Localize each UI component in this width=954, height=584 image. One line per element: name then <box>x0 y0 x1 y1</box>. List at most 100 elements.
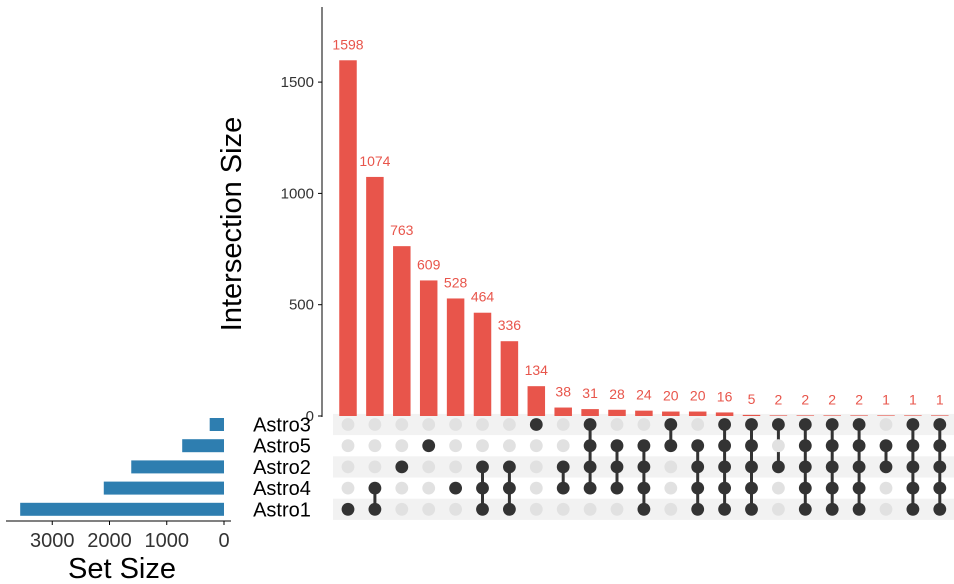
intersection-bar <box>527 386 546 416</box>
intersection-bar <box>877 415 895 416</box>
matrix-dot-active <box>637 502 651 516</box>
matrix-dot-active <box>745 439 758 453</box>
matrix-dot-active <box>825 439 839 453</box>
matrix-dot-active <box>906 481 920 495</box>
set-size-tick-label: 0 <box>218 530 229 552</box>
matrix-dot-active <box>664 439 678 453</box>
matrix-dot-active <box>825 460 839 474</box>
matrix-dot-active <box>852 460 866 474</box>
y-tick-label: 1500 <box>281 74 314 91</box>
matrix-dot-inactive <box>529 481 543 495</box>
matrix-dot-active <box>798 502 812 516</box>
matrix-dot-active <box>852 418 866 431</box>
matrix-dot-inactive <box>772 481 785 495</box>
matrix-dot-active <box>395 460 409 474</box>
matrix-dot-active <box>906 460 920 474</box>
matrix-dot-active <box>718 418 731 431</box>
matrix-dot-inactive <box>529 439 543 453</box>
intersection-bar <box>554 407 572 416</box>
matrix-dot-active <box>745 502 758 516</box>
intersection-bar <box>635 410 653 416</box>
intersection-bar-label: 31 <box>582 385 598 401</box>
matrix-dot-active <box>825 418 839 431</box>
intersection-bar-label: 763 <box>390 222 414 238</box>
matrix-dot-active <box>368 481 382 495</box>
matrix-dot-active <box>906 502 920 516</box>
matrix-dot-active <box>476 481 489 495</box>
set-size-title: Set Size <box>68 553 176 584</box>
matrix-dot-inactive <box>476 418 489 431</box>
set-size-bar <box>131 460 224 474</box>
matrix-dot-active <box>718 460 731 474</box>
matrix-dot-inactive <box>449 460 462 474</box>
set-size-bar <box>182 439 224 453</box>
matrix-dot-inactive <box>395 502 409 516</box>
matrix-dot-inactive <box>637 418 651 431</box>
intersection-bar-label: 20 <box>690 388 706 404</box>
matrix-dots <box>341 418 947 516</box>
intersection-bar <box>419 280 438 416</box>
set-size-tick-label: 3000 <box>30 530 75 552</box>
intersection-bar <box>393 246 411 416</box>
matrix-dot-inactive <box>341 481 355 495</box>
matrix-dot-inactive <box>422 418 436 431</box>
matrix-dot-inactive <box>583 502 597 516</box>
matrix-dot-inactive <box>556 439 570 453</box>
matrix-dot-inactive <box>449 418 462 431</box>
matrix-dot-active <box>556 481 570 495</box>
matrix-dot-active <box>449 481 462 495</box>
y-tick-label: 500 <box>289 297 314 314</box>
matrix-dot-active <box>691 439 705 453</box>
matrix-dot-active <box>718 481 731 495</box>
matrix-dot-active <box>798 481 812 495</box>
matrix-dot-inactive <box>610 502 624 516</box>
matrix-dot-inactive <box>691 418 705 431</box>
intersection-bar <box>823 415 841 416</box>
matrix-dot-active <box>933 460 947 474</box>
matrix-dot-active <box>772 460 785 474</box>
y-tick-label: 0 <box>306 408 314 425</box>
matrix-dot-active <box>852 502 866 516</box>
matrix-dot-active <box>583 418 597 431</box>
intersection-bar-label: 1 <box>909 391 917 407</box>
y-axis-title: Intersection Size <box>216 117 248 331</box>
intersection-bars <box>339 60 949 417</box>
intersection-bar-label: 2 <box>775 391 783 407</box>
matrix-dot-active <box>583 439 597 453</box>
matrix-dot-inactive <box>368 460 382 474</box>
matrix-dot-active <box>610 439 624 453</box>
intersection-bar <box>608 409 626 416</box>
matrix-dot-active <box>691 460 705 474</box>
matrix-dot-inactive <box>422 502 436 516</box>
intersection-bar-label: 28 <box>609 386 625 402</box>
intersection-bar <box>688 411 707 416</box>
matrix-dot-active <box>503 502 516 516</box>
matrix-dot-active <box>718 439 731 453</box>
set-name-label: Astro5 <box>253 436 311 458</box>
matrix-dot-active <box>825 502 839 516</box>
matrix-dot-inactive <box>503 418 516 431</box>
matrix-dot-active <box>933 418 947 431</box>
intersection-bar <box>769 415 788 416</box>
matrix-dot-active <box>772 418 785 431</box>
intersection-bar <box>796 415 815 416</box>
matrix-dot-active <box>879 439 893 453</box>
matrix-dot-active <box>556 460 570 474</box>
matrix-dot-inactive <box>879 418 893 431</box>
matrix-dot-inactive <box>368 418 382 431</box>
set-size-bars <box>20 418 224 516</box>
matrix-dot-inactive <box>879 502 893 516</box>
intersection-bar-label: 1 <box>936 391 944 407</box>
matrix-dot-active <box>529 418 543 431</box>
matrix-dot-inactive <box>529 502 543 516</box>
matrix-dot-inactive <box>449 439 462 453</box>
intersection-bar-label: 609 <box>417 256 441 272</box>
matrix-dot-active <box>745 481 758 495</box>
set-name-label: Astro1 <box>253 499 311 521</box>
matrix-dot-active <box>798 418 812 431</box>
intersection-bar <box>581 409 599 416</box>
matrix-dot-active <box>745 460 758 474</box>
